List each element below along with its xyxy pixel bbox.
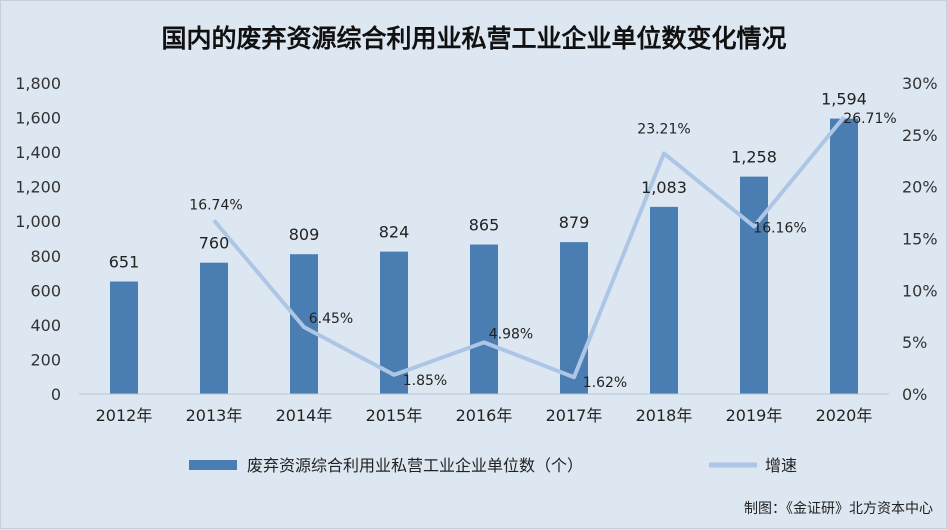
legend: 废弃资源综合利用业私营工业企业单位数（个） 增速: [189, 456, 797, 475]
legend-bar-swatch: [189, 460, 237, 470]
line-layer: [212, 115, 846, 380]
y-right-tick-label: 10%: [902, 281, 938, 300]
axis-layer: 0 200 400 600 800 1,000 1,200 1,400 1,600 1,800 0%…: [15, 74, 937, 425]
y-right-tick-label: 30%: [902, 74, 938, 93]
x-tick-label: 2013年: [186, 406, 243, 425]
growth-value-label: 23.21%: [637, 121, 690, 137]
label-layer: 651 760 809 824 865 879 1,083 1,258 1,594 16.74% 6…: [109, 90, 897, 392]
y-left-tick-label: 1,200: [15, 178, 61, 197]
x-tick-label: 2015年: [366, 406, 423, 425]
x-tick-label: 2014年: [276, 406, 333, 425]
bar-value-label: 651: [109, 253, 140, 272]
source-note: 制图：《金证研》北方资本中心: [744, 501, 933, 517]
y-left-tick-label: 1,600: [15, 109, 61, 128]
bar: [110, 281, 138, 394]
y-left-tick-label: 1,800: [15, 74, 61, 93]
growth-value-label: 1.62%: [583, 375, 627, 391]
y-left-tick-label: 400: [30, 316, 61, 335]
growth-value-label: 16.16%: [753, 220, 806, 236]
legend-line-label: 增速: [765, 456, 797, 475]
bar-value-label: 809: [289, 225, 320, 244]
chart-title: 国内的废弃资源综合利用业私营工业企业单位数变化情况: [161, 24, 786, 53]
bars-layer: [110, 118, 858, 394]
y-right-tick-label: 15%: [902, 230, 938, 249]
legend-bar-label: 废弃资源综合利用业私营工业企业单位数（个）: [247, 456, 583, 475]
bar: [560, 242, 588, 394]
growth-value-label: 4.98%: [489, 326, 533, 342]
y-left-tick-label: 1,400: [15, 143, 61, 162]
y-left-tick-label: 200: [30, 350, 61, 369]
x-tick-label: 2012年: [96, 406, 153, 425]
y-left-tick-label: 600: [30, 281, 61, 300]
growth-line: [212, 115, 846, 380]
bar-value-label: 1,258: [731, 148, 777, 167]
bar-value-label: 1,594: [821, 90, 867, 109]
growth-value-label: 6.45%: [309, 311, 353, 327]
x-tick-label: 2020年: [816, 406, 873, 425]
growth-value-label: 16.74%: [189, 197, 242, 213]
y-right-tick-label: 5%: [902, 333, 927, 352]
y-right-tick-label: 25%: [902, 126, 938, 145]
bar: [470, 244, 498, 394]
bar-value-label: 865: [469, 216, 500, 235]
y-right-tick-label: 20%: [902, 178, 938, 197]
bar-value-label: 760: [199, 234, 230, 253]
bar-value-label: 1,083: [641, 178, 687, 197]
x-tick-label: 2018年: [636, 406, 693, 425]
y-left-tick-label: 0: [51, 385, 61, 404]
y-left-tick-label: 800: [30, 247, 61, 266]
y-right-tick-label: 0%: [902, 385, 927, 404]
bar-value-label: 824: [379, 223, 410, 242]
bar-value-label: 879: [559, 213, 590, 232]
bar: [200, 262, 228, 394]
x-tick-label: 2017年: [546, 406, 603, 425]
growth-value-label: 1.85%: [403, 373, 447, 389]
x-tick-label: 2016年: [456, 406, 513, 425]
growth-value-label: 26.71%: [843, 111, 896, 127]
bar: [650, 206, 678, 394]
y-left-tick-label: 1,000: [15, 212, 61, 231]
bar: [830, 118, 858, 394]
x-tick-label: 2019年: [726, 406, 783, 425]
bar: [740, 176, 768, 394]
